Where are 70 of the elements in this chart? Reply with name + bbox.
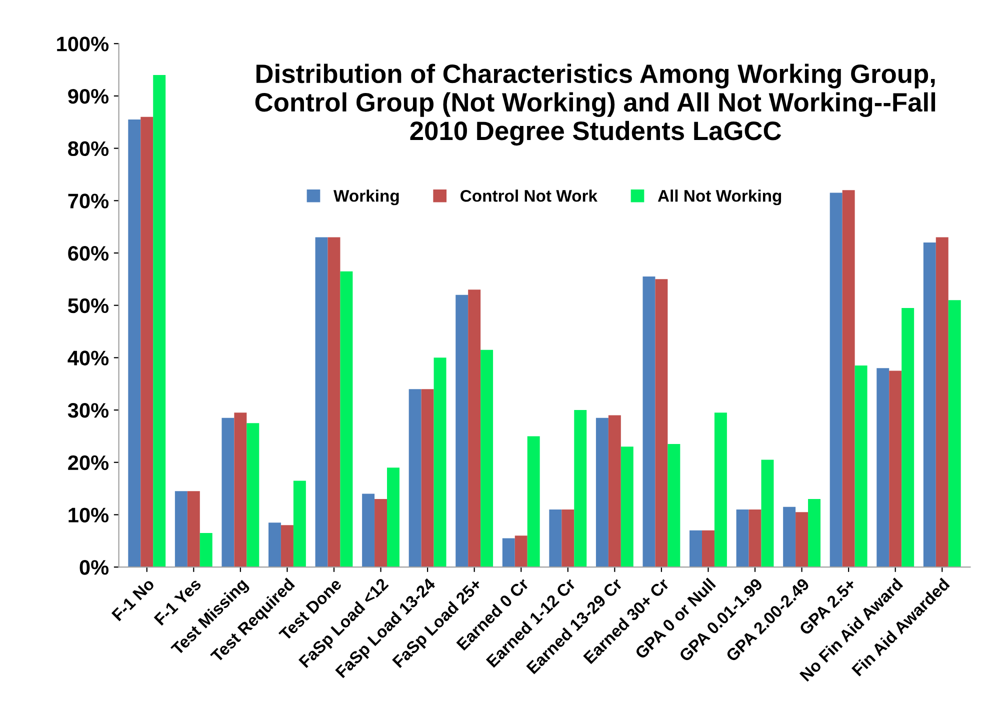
legend-label: Control Not Work (460, 190, 598, 202)
bar (948, 300, 961, 568)
bar (902, 308, 914, 568)
bar (655, 279, 668, 568)
bar (408, 389, 422, 568)
bar (502, 538, 515, 568)
bar (549, 509, 562, 568)
bar (187, 491, 200, 568)
bar (128, 120, 141, 568)
y-tick-label: 60% (68, 246, 109, 261)
bar (562, 509, 574, 568)
bar (293, 480, 306, 568)
bar (620, 446, 634, 568)
bar (796, 512, 808, 568)
bar (456, 294, 468, 568)
y-tick-label: 90% (68, 88, 109, 104)
bar (876, 368, 890, 568)
bar (480, 350, 494, 568)
bar (280, 525, 294, 568)
bar (574, 410, 587, 568)
bar (808, 499, 821, 568)
bar (761, 460, 774, 568)
bar (854, 366, 868, 568)
legend-label: Working (334, 190, 399, 206)
bar (340, 271, 353, 568)
bar (748, 509, 762, 568)
bar (328, 237, 340, 568)
x-tick-label: F-1 No (111, 578, 156, 622)
bar (842, 190, 855, 568)
bar (714, 412, 727, 568)
bar (936, 237, 948, 568)
bar (374, 499, 388, 568)
bar (668, 444, 680, 568)
y-tick-label: 30% (68, 403, 109, 418)
bar (736, 509, 749, 568)
bar (690, 530, 702, 568)
y-tick-label: 70% (68, 194, 109, 208)
legend-label: All Not Working (658, 190, 782, 206)
text: Distribution of Characteristics Among Working Group, Control Group (Not Working) and All Not Working--Fall 2010 Degree Students LaGCC (255, 64, 936, 146)
bar (434, 358, 446, 568)
bar (140, 116, 154, 568)
y-tick-label: 50% (68, 298, 109, 314)
bar (783, 506, 796, 568)
bar (362, 494, 375, 568)
bar (174, 491, 188, 568)
bar (315, 237, 328, 568)
y-tick-label: 40% (68, 350, 109, 366)
bar (702, 530, 714, 568)
bar (830, 192, 842, 568)
y-tick-label: 10% (68, 508, 109, 522)
y-tick-label: 80% (68, 141, 109, 156)
bar (596, 418, 608, 568)
bar (608, 415, 621, 568)
y-tick-label: 20% (68, 455, 109, 470)
bar (234, 412, 247, 568)
bar (222, 418, 234, 568)
bar (468, 290, 481, 568)
bar (246, 423, 260, 568)
bar (889, 370, 902, 568)
bar (153, 75, 166, 568)
bar (421, 389, 434, 568)
bar (268, 522, 281, 568)
y-tick-label: 0% (80, 560, 109, 575)
bar (387, 468, 400, 568)
bar (200, 533, 212, 568)
bar (923, 242, 936, 568)
bar (514, 536, 528, 568)
y-tick-label: 100% (57, 36, 109, 52)
bar (642, 276, 656, 568)
bar (527, 436, 540, 568)
